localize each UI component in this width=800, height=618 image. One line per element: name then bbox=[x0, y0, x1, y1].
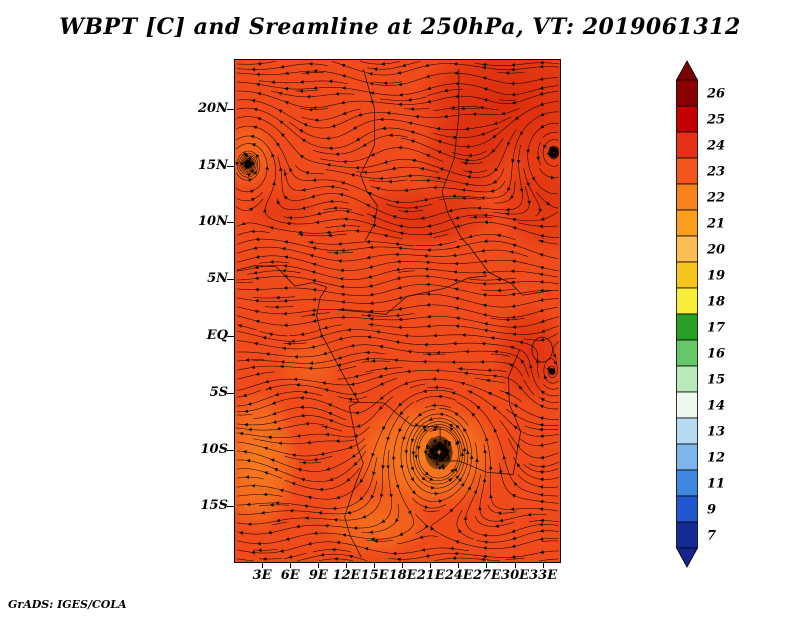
colorbar-label: 16 bbox=[707, 347, 725, 362]
colorbar-segment bbox=[676, 131, 698, 159]
plot-title: WBPT [C] and Sreamline at 250hPa, VT: 20… bbox=[59, 14, 741, 40]
colorbar-segment bbox=[676, 417, 698, 445]
y-tick-label: 20N bbox=[198, 100, 228, 116]
y-tickmark bbox=[227, 108, 234, 110]
y-tickmark bbox=[227, 335, 234, 337]
colorbar-segment bbox=[676, 79, 698, 107]
y-tickmark bbox=[227, 449, 234, 451]
x-tick-label: 12E bbox=[332, 568, 361, 583]
x-tick-label: 3E bbox=[252, 568, 272, 583]
colorbar-label: 13 bbox=[707, 425, 725, 440]
map-plot-area bbox=[234, 59, 561, 563]
colorbar-label: 15 bbox=[707, 373, 725, 388]
colorbar-segment bbox=[676, 105, 698, 133]
grads-credit: GrADS: IGES/COLA bbox=[8, 598, 127, 611]
colorbar-label: 25 bbox=[706, 113, 725, 128]
colorbar-segment bbox=[676, 261, 698, 289]
colorbar-segment bbox=[676, 521, 698, 549]
colorbar-segment bbox=[676, 157, 698, 185]
colorbar-label: 9 bbox=[707, 503, 716, 518]
colorbar-segment bbox=[676, 443, 698, 471]
x-tick-label: 15E bbox=[360, 568, 389, 583]
x-tickmark bbox=[289, 562, 291, 568]
colorbar-segment bbox=[676, 469, 698, 497]
y-tick-label: EQ bbox=[206, 327, 228, 343]
x-tick-label: 33E bbox=[529, 568, 558, 583]
colorbar-segment bbox=[676, 313, 698, 341]
colorbar-segment bbox=[676, 339, 698, 367]
x-tickmark bbox=[486, 562, 488, 568]
colorbar-label: 22 bbox=[706, 191, 725, 206]
colorbar-label: 18 bbox=[707, 295, 725, 310]
colorbar-label: 24 bbox=[706, 139, 725, 154]
colorbar-segment bbox=[676, 495, 698, 523]
x-tickmark bbox=[317, 562, 319, 568]
colorbar-segment bbox=[676, 365, 698, 393]
streamline-map-canvas bbox=[235, 60, 560, 562]
x-tickmark bbox=[374, 562, 376, 568]
y-tick-label: 5S bbox=[209, 384, 228, 400]
x-tick-label: 6E bbox=[280, 568, 300, 583]
x-tick-label: 24E bbox=[444, 568, 473, 583]
colorbar-label: 26 bbox=[706, 87, 725, 102]
x-tickmark bbox=[458, 562, 460, 568]
y-tick-label: 15N bbox=[198, 157, 228, 173]
y-tickmark bbox=[227, 279, 234, 281]
x-tickmark bbox=[402, 562, 404, 568]
x-tick-label: 18E bbox=[388, 568, 417, 583]
colorbar-label: 11 bbox=[707, 477, 725, 492]
x-tick-label: 9E bbox=[308, 568, 328, 583]
y-tickmark bbox=[227, 165, 234, 167]
colorbar-label: 17 bbox=[707, 321, 725, 336]
colorbar-arrow-up bbox=[675, 60, 699, 81]
y-tick-label: 10S bbox=[200, 441, 228, 457]
x-tickmark bbox=[345, 562, 347, 568]
x-tickmark bbox=[430, 562, 432, 568]
colorbar-segment bbox=[676, 235, 698, 263]
colorbar-label: 14 bbox=[707, 399, 725, 414]
y-tick-label: 5N bbox=[207, 271, 228, 287]
x-tickmark bbox=[542, 562, 544, 568]
x-tick-label: 30E bbox=[501, 568, 530, 583]
x-tick-label: 21E bbox=[416, 568, 445, 583]
colorbar-label: 23 bbox=[706, 165, 725, 180]
colorbar-label: 20 bbox=[706, 243, 725, 258]
colorbar-label: 19 bbox=[707, 269, 725, 284]
x-tickmark bbox=[261, 562, 263, 568]
colorbar-arrow-down bbox=[675, 547, 699, 568]
y-tick-label: 15S bbox=[200, 498, 228, 514]
y-tick-label: 10N bbox=[198, 214, 228, 230]
colorbar-label: 12 bbox=[707, 451, 725, 466]
colorbar-label: 7 bbox=[707, 529, 716, 544]
y-tickmark bbox=[227, 506, 234, 508]
colorbar: 26 25 24 23 22 21 20 19 18 17 16 15 14 13 12 11 9 7 bbox=[675, 60, 746, 576]
colorbar-label: 21 bbox=[706, 217, 725, 232]
x-tickmark bbox=[514, 562, 516, 568]
colorbar-segment bbox=[676, 183, 698, 211]
y-tickmark bbox=[227, 222, 234, 224]
colorbar-segment bbox=[676, 391, 698, 419]
colorbar-segment bbox=[676, 287, 698, 315]
x-tick-label: 27E bbox=[472, 568, 501, 583]
colorbar-segment bbox=[676, 209, 698, 237]
y-tickmark bbox=[227, 392, 234, 394]
